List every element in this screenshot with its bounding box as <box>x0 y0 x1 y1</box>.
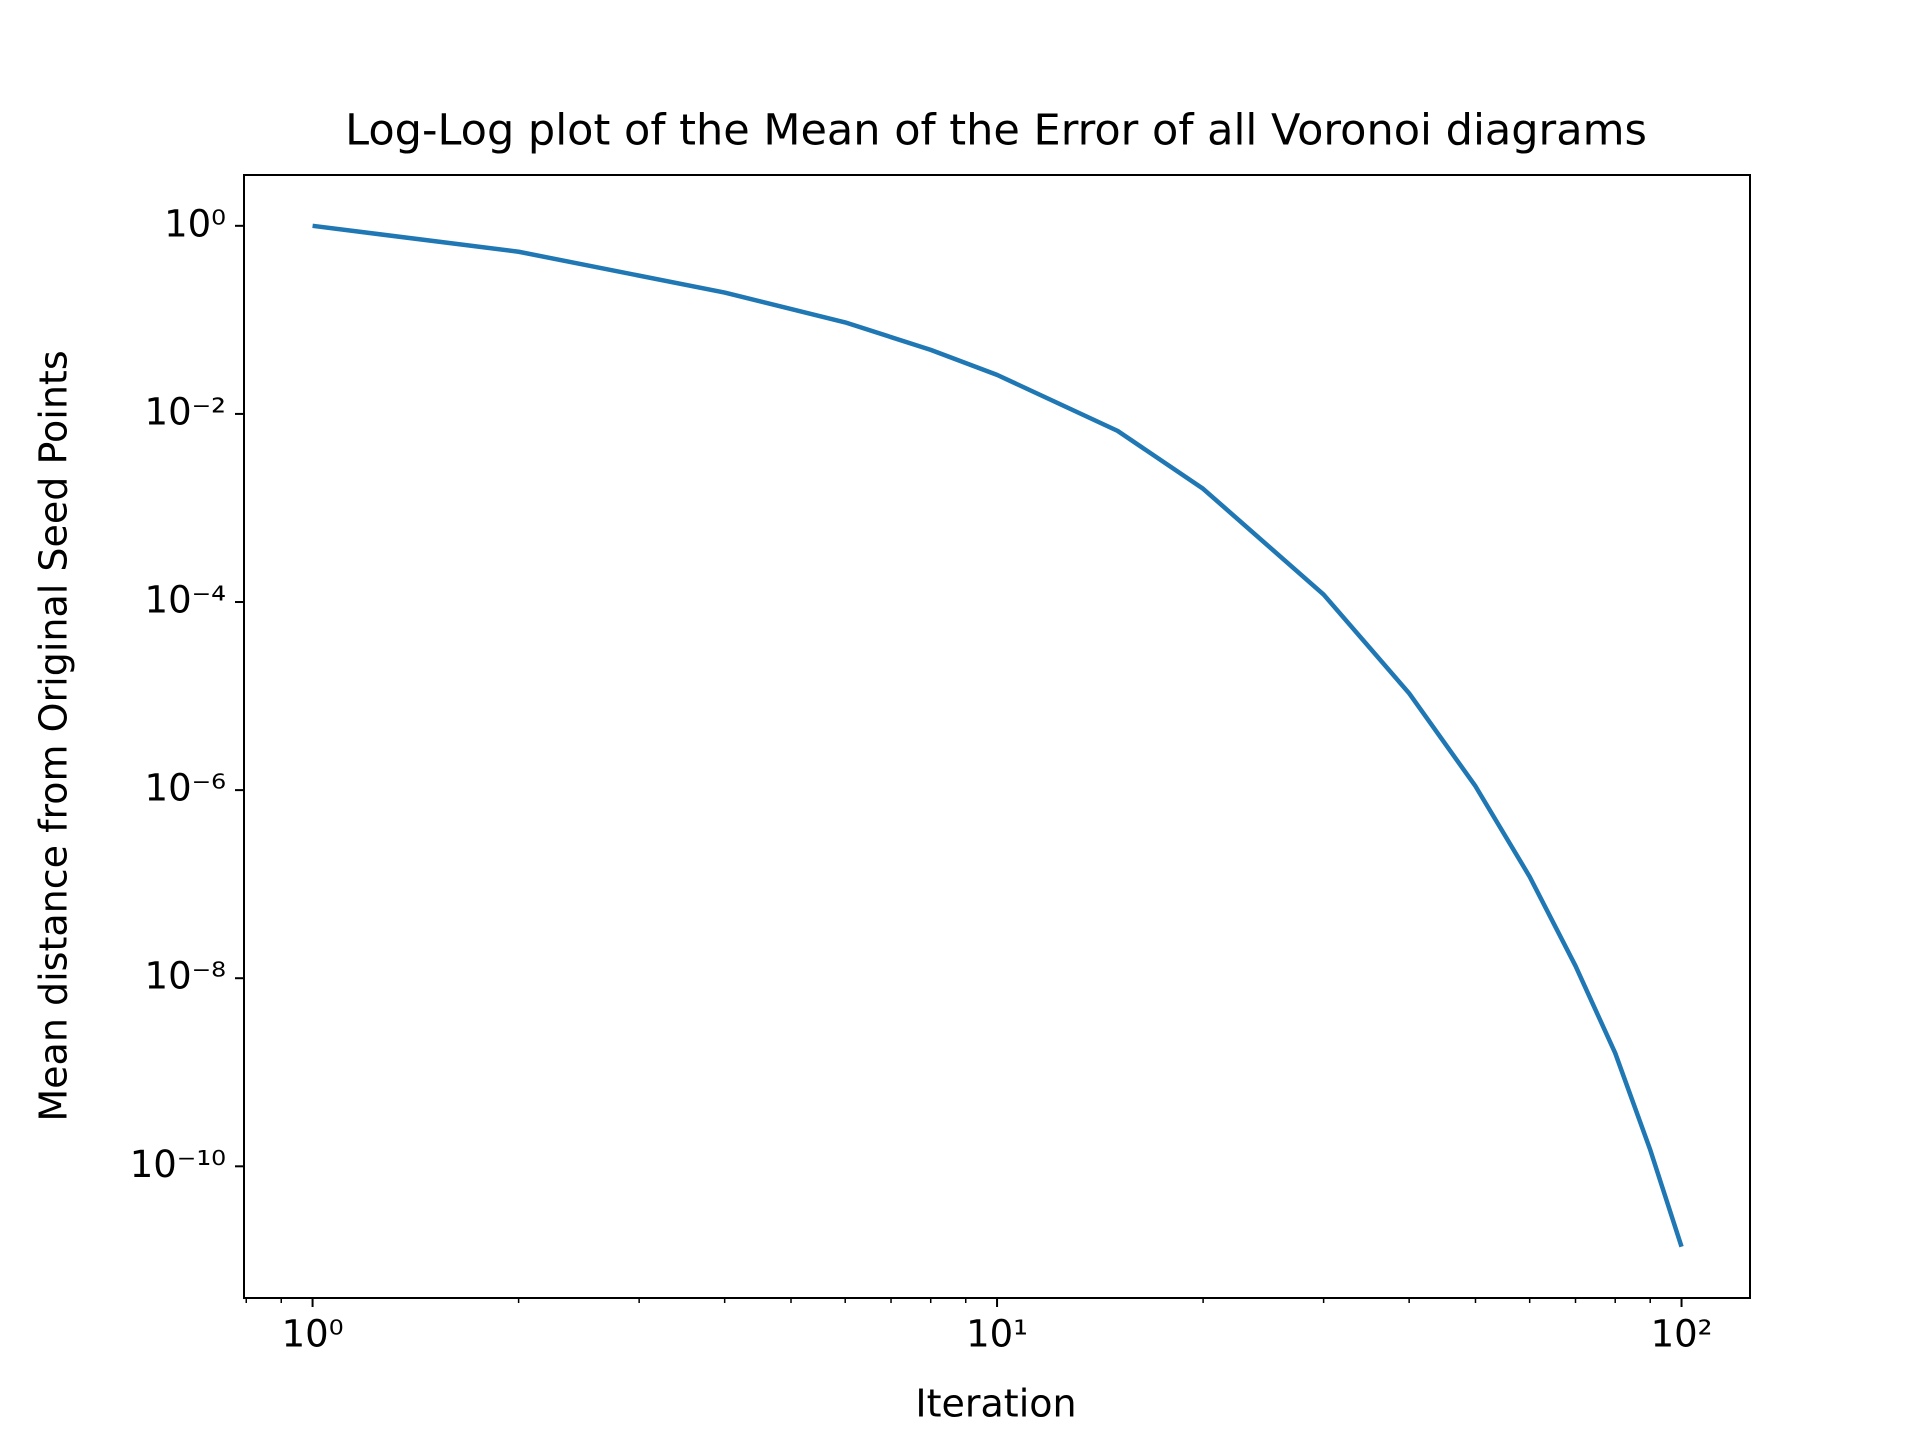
y-tick-label: 10⁻⁶ <box>145 767 226 810</box>
line-series <box>312 223 1684 1248</box>
x-tick-label: 10² <box>1651 1313 1713 1356</box>
x-axis-label: Iteration <box>915 1382 1076 1426</box>
y-tick-label: 10⁰ <box>164 202 226 245</box>
plot-frame <box>243 174 1751 1299</box>
y-tick-label: 10⁻² <box>145 390 226 433</box>
chart-title: Log-Log plot of the Mean of the Error of… <box>345 106 1647 156</box>
y-tick-label: 10⁻⁸ <box>145 955 226 998</box>
y-tick-label: 10⁻⁴ <box>145 579 226 622</box>
x-tick-label: 10⁰ <box>282 1313 344 1356</box>
y-axis-label: Mean distance from Original Seed Points <box>32 350 76 1121</box>
x-tick-label: 10¹ <box>966 1313 1028 1356</box>
y-tick-label: 10⁻¹⁰ <box>130 1143 226 1186</box>
